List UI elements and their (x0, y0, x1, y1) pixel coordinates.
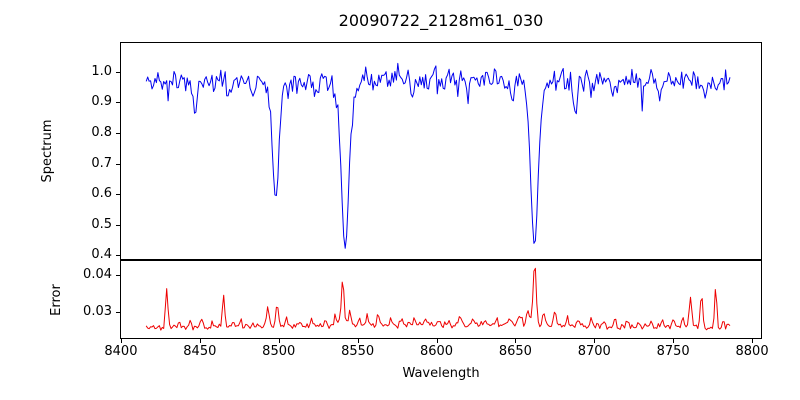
plot-title: 20090722_2128m61_030 (338, 11, 544, 30)
x-tick-label: 8500 (262, 344, 296, 359)
spectrum-y-axis-label: Spectrum (40, 119, 55, 183)
x-tick-label: 8650 (498, 344, 532, 359)
error-y-tick-label: 0.03 (83, 304, 112, 320)
error-y-tick-label: 0.04 (83, 267, 112, 283)
spectrum-y-tick-label: 0.5 (91, 216, 112, 232)
error-axes-frame (120, 260, 762, 339)
x-axis-label: Wavelength (402, 366, 480, 381)
x-tick-label: 8450 (183, 344, 217, 359)
x-tick-label: 8700 (577, 344, 611, 359)
x-tick-label: 8750 (656, 344, 690, 359)
spectrum-axes-frame (120, 42, 762, 260)
spectrum-y-tick-label: 0.8 (91, 124, 112, 140)
spectrum-y-tick-label: 0.4 (91, 247, 112, 263)
spectrum-y-tick-label: 0.9 (91, 94, 112, 110)
spectrum-line (145, 62, 731, 249)
x-tick-label: 8600 (419, 344, 454, 359)
spectrum-y-tick-label: 1.0 (91, 63, 112, 79)
x-tick-label: 8400 (104, 344, 138, 359)
spectrum-y-tick-label: 0.7 (91, 155, 112, 171)
x-tick-label: 8800 (735, 344, 769, 359)
x-tick-label: 8550 (341, 344, 375, 359)
error-line (145, 267, 731, 331)
spectrum-y-tick-label: 0.6 (91, 186, 112, 202)
